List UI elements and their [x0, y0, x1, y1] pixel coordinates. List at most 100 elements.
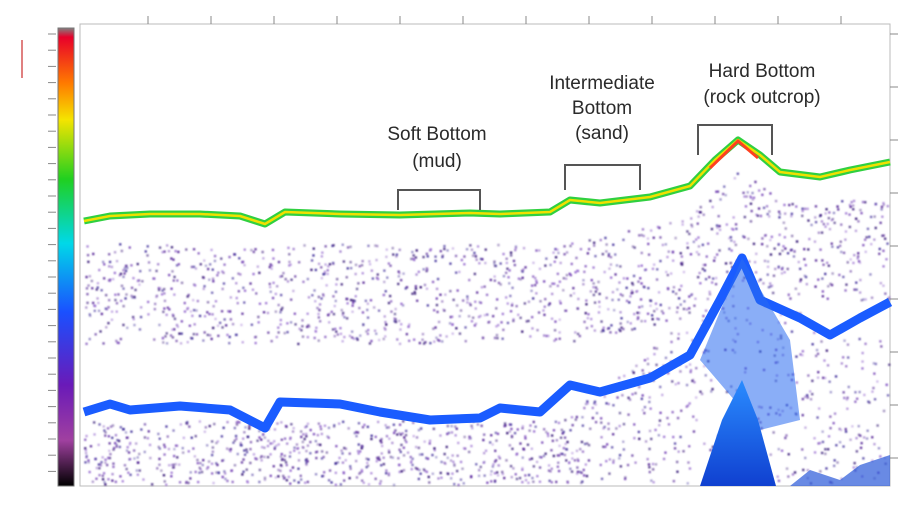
speckle — [229, 296, 233, 299]
speckle — [698, 211, 702, 214]
speckle — [612, 308, 616, 312]
speckle — [639, 277, 642, 280]
speckle — [315, 326, 318, 330]
speckle — [210, 440, 214, 443]
speckle — [484, 449, 488, 452]
speckle — [811, 379, 814, 383]
speckle — [550, 467, 553, 470]
speckle — [163, 445, 167, 449]
speckle — [511, 302, 514, 305]
speckle — [847, 385, 850, 389]
speckle — [548, 479, 551, 483]
speckle — [313, 336, 316, 340]
speckle — [163, 480, 166, 483]
speckle — [84, 448, 88, 452]
speckle — [398, 470, 401, 474]
speckle — [635, 290, 638, 293]
speckle — [157, 445, 160, 449]
speckle — [183, 301, 186, 305]
speckle — [515, 477, 519, 481]
speckle — [801, 207, 804, 210]
speckle — [461, 299, 465, 302]
speckle — [320, 266, 323, 269]
speckle — [322, 273, 325, 276]
speckle — [123, 266, 127, 270]
speckle — [479, 465, 482, 469]
speckle — [601, 445, 605, 448]
speckle — [321, 475, 324, 478]
speckle — [138, 452, 141, 456]
speckle — [113, 271, 117, 275]
speckle — [527, 473, 531, 477]
speckle — [563, 436, 567, 439]
speckle — [531, 297, 535, 300]
speckle — [164, 335, 167, 338]
speckle — [293, 479, 296, 482]
speckle — [130, 286, 134, 290]
bracket — [564, 164, 641, 190]
speckle — [854, 391, 857, 394]
speckle — [551, 439, 555, 443]
seafloor-peak — [708, 138, 759, 170]
speckle — [673, 447, 677, 450]
speckle — [787, 293, 790, 296]
speckle — [352, 337, 356, 340]
speckle — [98, 423, 101, 426]
speckle — [243, 289, 247, 292]
speckle — [402, 454, 406, 457]
speckle — [341, 461, 345, 464]
speckle — [757, 189, 761, 192]
speckle — [365, 465, 368, 469]
speckle — [829, 415, 832, 418]
speckle — [828, 380, 831, 383]
speckle — [855, 397, 859, 400]
speckle — [263, 455, 266, 459]
speckle — [686, 404, 690, 407]
speckle — [464, 447, 467, 450]
speckle — [483, 314, 487, 317]
speckle — [559, 452, 563, 456]
speckle — [274, 292, 278, 296]
speckle — [250, 248, 253, 252]
speckle — [479, 257, 483, 261]
speckle — [324, 263, 327, 266]
speckle — [452, 298, 455, 302]
speckle — [629, 295, 632, 298]
speckle — [592, 244, 596, 247]
speckle — [210, 472, 214, 475]
speckle — [432, 309, 436, 312]
speckle — [787, 475, 790, 478]
speckle — [618, 411, 622, 415]
speckle — [656, 225, 660, 229]
speckle — [817, 442, 820, 445]
speckle — [370, 472, 373, 475]
speckle — [456, 289, 459, 292]
speckle — [303, 481, 307, 484]
speckle — [688, 363, 692, 366]
speckle — [97, 463, 101, 466]
speckle — [830, 242, 833, 245]
speckle — [652, 481, 655, 484]
speckle — [405, 440, 408, 444]
speckle — [833, 221, 836, 225]
speckle — [222, 282, 226, 285]
speckle — [360, 468, 364, 472]
speckle — [435, 303, 439, 307]
speckle — [495, 298, 499, 301]
speckle — [703, 365, 706, 368]
speckle — [566, 440, 569, 444]
speckle — [431, 280, 435, 284]
speckle — [341, 452, 344, 455]
speckle — [237, 290, 241, 293]
speckle — [366, 302, 370, 305]
speckle — [585, 303, 588, 306]
speckle — [346, 302, 349, 305]
speckle — [685, 331, 689, 335]
speckle — [846, 407, 849, 410]
speckle — [277, 303, 280, 307]
speckle — [858, 291, 862, 294]
speckle — [493, 479, 497, 482]
speckle — [807, 374, 810, 377]
speckle — [575, 449, 579, 453]
speckle — [569, 273, 573, 277]
